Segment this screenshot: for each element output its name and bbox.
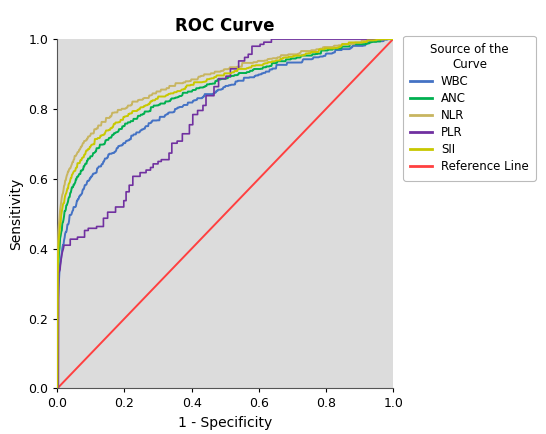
Title: ROC Curve: ROC Curve <box>175 17 275 35</box>
Y-axis label: Sensitivity: Sensitivity <box>9 178 23 250</box>
Legend: WBC, ANC, NLR, PLR, SII, Reference Line: WBC, ANC, NLR, PLR, SII, Reference Line <box>403 36 536 181</box>
X-axis label: 1 - Specificity: 1 - Specificity <box>178 416 272 430</box>
